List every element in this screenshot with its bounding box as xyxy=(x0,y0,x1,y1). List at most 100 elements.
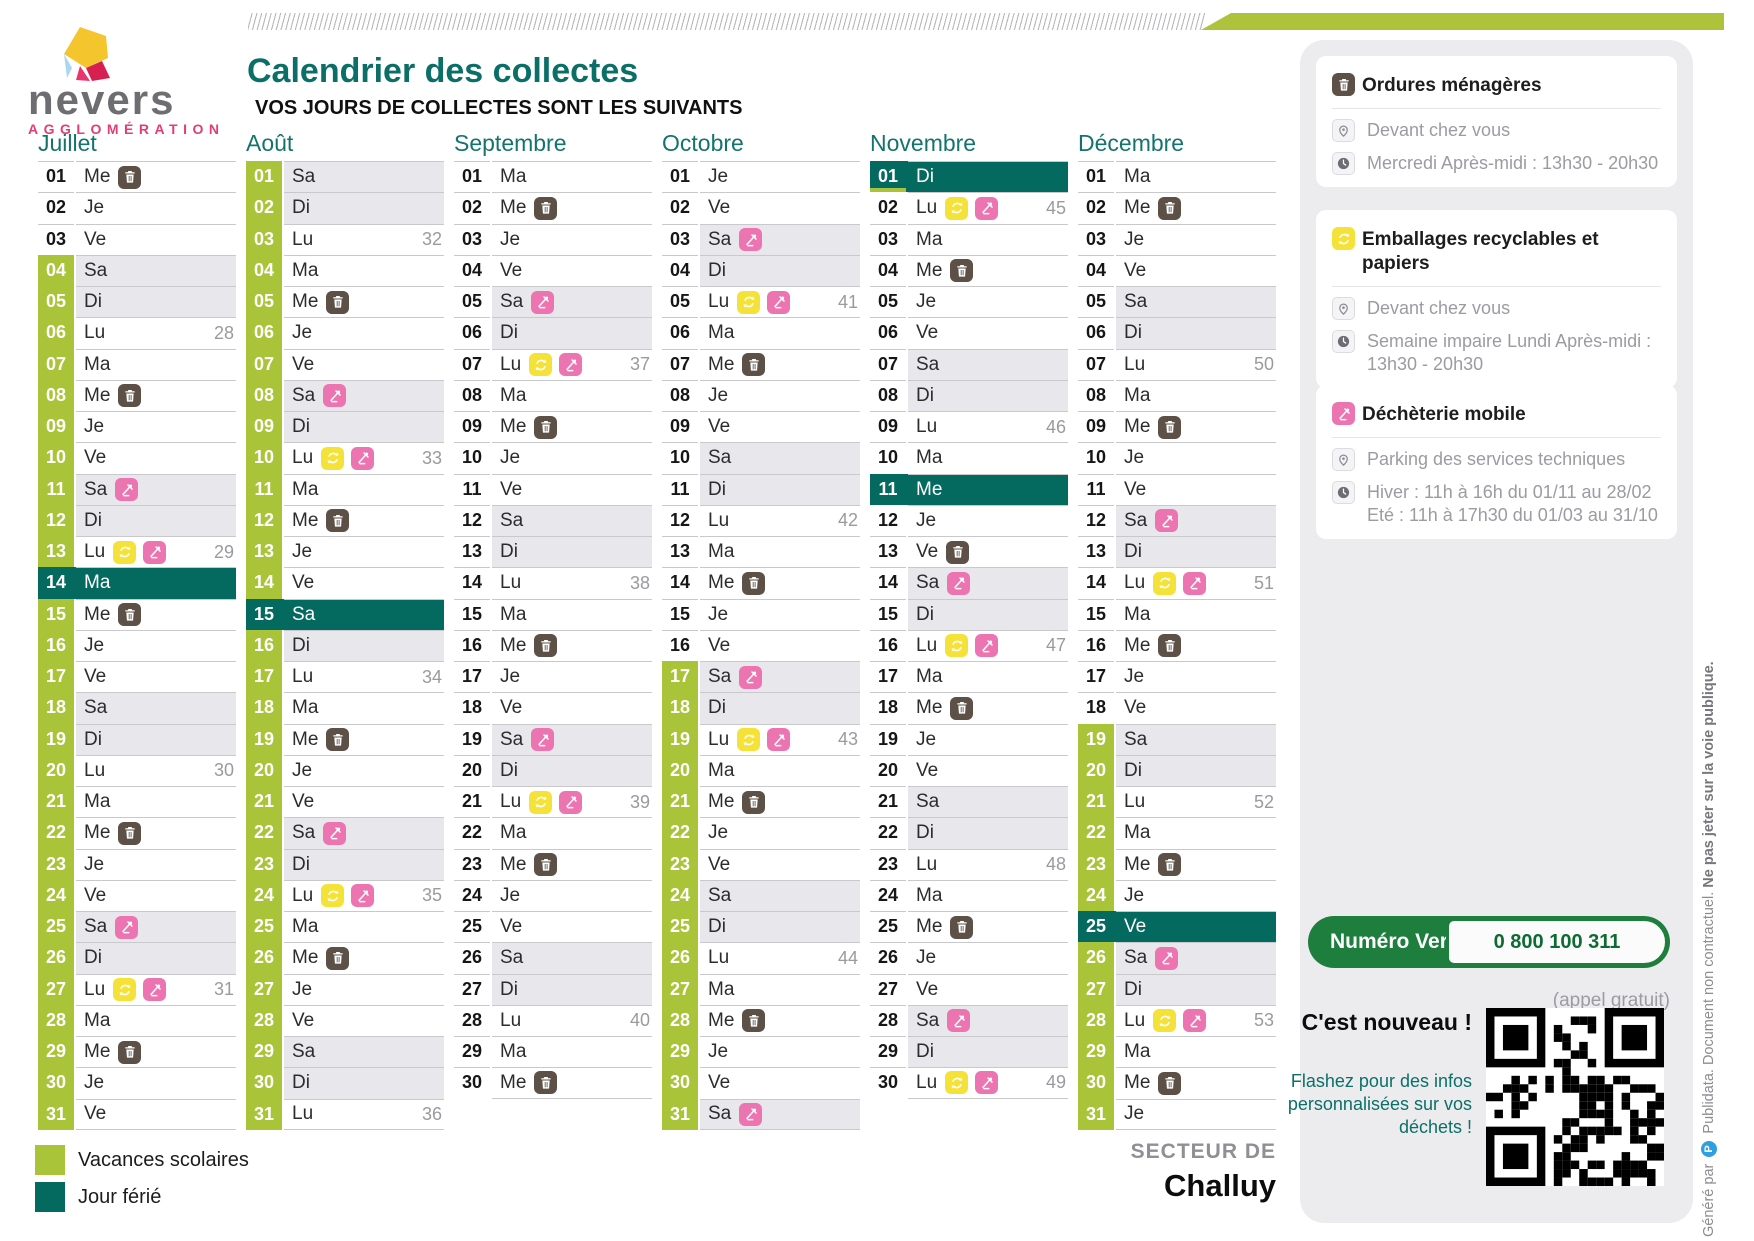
trash-icon xyxy=(1332,73,1355,96)
day-content: Me xyxy=(908,911,1068,942)
day-row: 30 Me xyxy=(1078,1067,1276,1099)
day-abbrev: Sa xyxy=(292,1041,316,1063)
week-number: 38 xyxy=(629,572,650,593)
trash-icon xyxy=(534,1071,558,1095)
mobile-dump-icon xyxy=(947,1009,971,1033)
day-row: 25 Me xyxy=(870,911,1068,942)
day-abbrev: Di xyxy=(84,728,102,750)
day-number: 24 xyxy=(246,879,282,911)
day-number: 04 xyxy=(1078,255,1114,286)
day-content: Me xyxy=(492,629,652,661)
day-content: Sa xyxy=(284,598,444,630)
day-number: 07 xyxy=(870,349,906,380)
day-content: Je xyxy=(1116,661,1276,692)
day-row: 19 Je xyxy=(870,723,1068,755)
day-content: Me xyxy=(700,1004,860,1036)
mobile-dump-icon xyxy=(767,290,791,314)
day-abbrev: Lu xyxy=(292,666,314,688)
day-number: 19 xyxy=(454,724,490,755)
day-number: 04 xyxy=(662,255,698,286)
day-content: Je xyxy=(284,317,444,348)
day-row: 04 Ve xyxy=(454,254,652,286)
day-abbrev: Sa xyxy=(84,697,108,719)
vacances-color-swatch xyxy=(35,1145,65,1175)
day-content: Je xyxy=(1116,442,1276,473)
day-number: 09 xyxy=(38,411,74,443)
day-number: 14 xyxy=(870,567,906,598)
month-juillet: Juillet 01 Me 02 Je 03 Ve 04 Sa 05 Di 06 Lu 28 07 Ma 08 M… xyxy=(38,130,236,1130)
day-content: Je xyxy=(700,598,860,630)
day-row: 06 Di xyxy=(1078,317,1276,349)
day-content: Ma xyxy=(492,161,652,192)
day-content: Lu 48 xyxy=(908,848,1068,880)
day-abbrev: Ma xyxy=(292,478,319,500)
day-content: Di xyxy=(492,317,652,349)
day-number: 18 xyxy=(662,692,698,724)
day-number: 21 xyxy=(454,786,490,817)
day-abbrev: Ma xyxy=(500,1041,527,1063)
day-abbrev: Di xyxy=(84,947,102,969)
flashez-text: Flashez pour des infos personnalisées su… xyxy=(1287,1071,1472,1137)
day-row: 27 Lu 31 xyxy=(38,973,236,1005)
day-content: Me xyxy=(1116,1067,1276,1098)
legend-label: Vacances scolaires xyxy=(78,1148,249,1171)
day-abbrev: Di xyxy=(708,478,726,500)
day-content: Sa xyxy=(1116,942,1276,974)
day-content: Lu 52 xyxy=(1116,786,1276,817)
day-content: Ma xyxy=(908,442,1068,473)
day-row: 30 Lu 49 xyxy=(870,1067,1068,1099)
day-row: 28 Lu 53 xyxy=(1078,1004,1276,1036)
day-number: 30 xyxy=(38,1067,74,1099)
day-abbrev: Ma xyxy=(916,884,943,906)
day-row: 02 Di xyxy=(246,192,444,224)
day-content: Ve xyxy=(1116,473,1276,505)
day-row: 29 Sa xyxy=(246,1036,444,1068)
day-abbrev: Lu xyxy=(500,353,522,375)
day-content: Je xyxy=(76,629,236,661)
trash-icon xyxy=(326,509,350,533)
day-abbrev: Ma xyxy=(500,822,527,844)
recycling-icon xyxy=(113,978,137,1002)
day-content: Je xyxy=(908,942,1068,973)
day-content: Je xyxy=(492,223,652,255)
day-number: 27 xyxy=(454,974,490,1005)
day-content: Ve xyxy=(284,1004,444,1036)
day-row: 05 Je xyxy=(870,286,1068,317)
day-number: 27 xyxy=(246,973,282,1005)
day-row: 16 Lu 47 xyxy=(870,629,1068,661)
trash-icon xyxy=(742,353,766,377)
day-abbrev: Di xyxy=(708,697,726,719)
day-number: 29 xyxy=(38,1036,74,1068)
day-row: 06 Ve xyxy=(870,317,1068,348)
day-abbrev: Me xyxy=(1124,634,1151,656)
day-content: Me xyxy=(908,473,1068,505)
day-number: 28 xyxy=(454,1005,490,1036)
day-content: Me xyxy=(492,411,652,442)
sector-name: Challuy xyxy=(1164,1168,1276,1203)
day-abbrev: Ve xyxy=(500,478,523,500)
day-content: Ve xyxy=(492,254,652,286)
day-row: 07 Ve xyxy=(246,348,444,380)
day-number: 01 xyxy=(1078,161,1114,192)
day-abbrev: Me xyxy=(708,791,735,813)
day-row: 17 Je xyxy=(454,661,652,692)
day-row: 29 Ma xyxy=(1078,1036,1276,1068)
mobile-dump-icon xyxy=(559,353,583,377)
day-content: Ma xyxy=(700,317,860,348)
sector-label: SECTEUR DE xyxy=(1130,1140,1276,1163)
day-number: 03 xyxy=(870,224,906,255)
day-abbrev: Je xyxy=(500,447,521,469)
legend-item-ferie: Jour férié xyxy=(35,1182,249,1212)
day-row: 09 Ve xyxy=(662,411,860,442)
day-abbrev: Di xyxy=(292,416,310,438)
numero-vert-label: Numéro Vert xyxy=(1330,930,1455,953)
day-number: 19 xyxy=(870,724,906,755)
day-abbrev: Di xyxy=(708,259,726,281)
day-content: Ve xyxy=(492,911,652,942)
day-row: 02 Je xyxy=(38,192,236,223)
day-row: 25 Ve xyxy=(1078,911,1276,943)
day-abbrev: Ma xyxy=(708,541,735,563)
day-number: 05 xyxy=(454,286,490,317)
logo-mark-icon xyxy=(64,27,110,81)
day-row: 25 Ve xyxy=(454,911,652,942)
